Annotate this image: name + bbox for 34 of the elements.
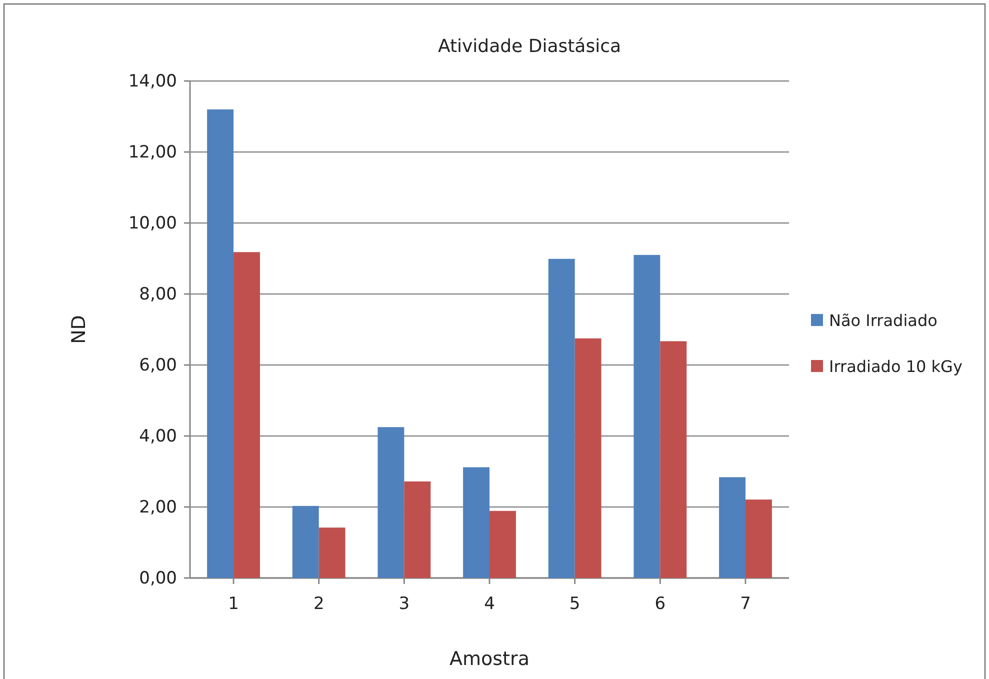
x-tick-label: 3 — [398, 594, 410, 614]
legend-label: Irradiado 10 kGy — [829, 357, 962, 376]
bar — [207, 109, 234, 578]
y-axis-title: ND — [68, 315, 90, 344]
y-tick-label: 4,00 — [139, 426, 177, 446]
y-tick-label: 14,00 — [128, 71, 177, 92]
bar — [463, 467, 490, 578]
bar — [548, 258, 575, 578]
x-tick-label: 4 — [484, 594, 495, 614]
chart-title: Atividade Diastásica — [438, 36, 622, 57]
bar — [378, 427, 404, 578]
bar — [318, 528, 346, 578]
x-tick-label: 6 — [654, 594, 666, 614]
bar — [234, 252, 260, 578]
x-tick-label: 5 — [569, 594, 580, 614]
legend-label: Não Irradiado — [829, 311, 938, 330]
y-tick-label: 12,00 — [128, 142, 177, 162]
bar — [745, 500, 772, 578]
bar — [660, 341, 687, 578]
y-tick-label: 8,00 — [139, 284, 177, 304]
x-tick-label: 7 — [740, 594, 751, 614]
bar — [634, 254, 660, 578]
x-tick-label: 2 — [313, 594, 324, 614]
y-tick-label: 0,00 — [139, 568, 177, 588]
x-axis-title: Amostra — [450, 648, 530, 670]
bar — [574, 338, 602, 578]
bar — [404, 481, 431, 578]
bar — [490, 510, 516, 578]
y-tick-label: 6,00 — [139, 355, 177, 376]
y-tick-label: 2,00 — [139, 497, 177, 518]
bar — [719, 477, 746, 578]
x-tick-label: 1 — [228, 594, 239, 614]
bar — [292, 506, 319, 578]
y-tick-label: 10,00 — [128, 213, 177, 234]
